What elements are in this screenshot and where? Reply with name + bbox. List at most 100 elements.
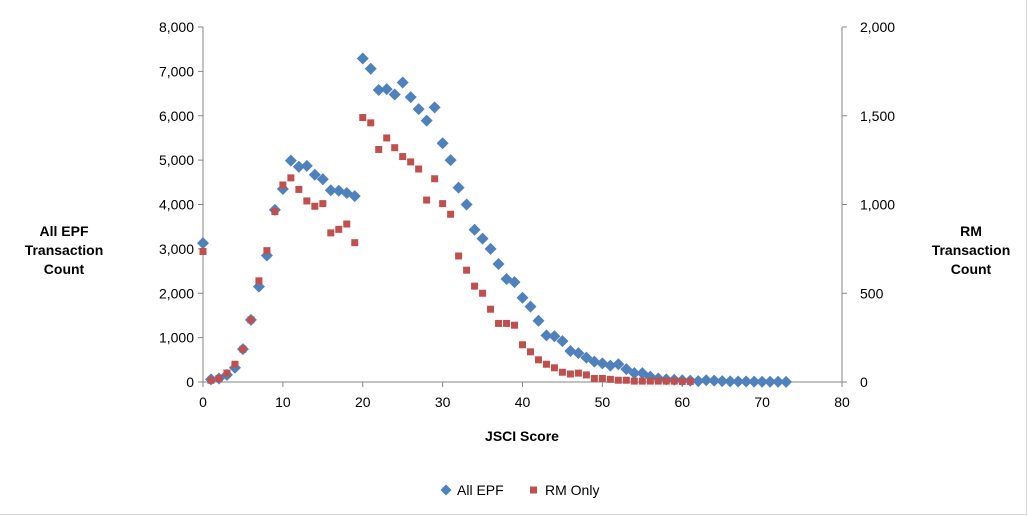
x-tick-label: 70 [754,394,770,410]
rm-only-point [471,283,478,290]
rm-only-point [559,369,566,376]
y-left-tick-label: 4,000 [159,197,194,213]
rm-only-point [647,378,654,385]
y-right-tick-label: 1,500 [860,108,895,124]
rm-only-point [223,370,230,377]
y-right-tick-label: 0 [860,374,868,390]
all-epf-point [413,103,425,115]
rm-only-point [303,197,310,204]
rm-only-point [335,226,342,233]
all-epf-point [445,154,457,166]
axes [198,27,847,387]
rm-only-point [463,267,470,274]
rm-only-point [239,346,246,353]
rm-only-point [415,166,422,173]
rm-only-point [231,361,238,368]
rm-only-point [599,375,606,382]
rm-only-point [687,378,694,385]
rm-only-point [399,153,406,160]
rm-only-point [631,378,638,385]
rm-only-point [255,277,262,284]
rm-only-point [591,375,598,382]
rm-only-point [455,252,462,259]
rm-only-point [535,356,542,363]
legend: All EPF RM Only [441,482,600,498]
x-tick-label: 40 [515,394,531,410]
y-right-tick-label: 2,000 [860,19,895,35]
y-left-tick-label: 0 [186,374,194,390]
rm-only-point [487,306,494,313]
all-epf-point [485,243,497,255]
rm-only-point [247,316,254,323]
y-left-tick-label: 2,000 [159,285,194,301]
rm-only-point [511,322,518,329]
rm-only-point [663,378,670,385]
rm-only-point [583,371,590,378]
rm-only-point [375,146,382,153]
y-left-tick-label: 3,000 [159,241,194,257]
all-epf-point [469,224,481,236]
all-epf-point [453,182,465,194]
rm-only-point [295,186,302,193]
x-tick-label: 10 [275,394,291,410]
series-rm-only [200,114,694,385]
rm-only-point [407,158,414,165]
rm-only-point [655,378,662,385]
all-epf-point [437,137,449,149]
rm-only-point [543,361,550,368]
rm-only-point [567,371,574,378]
y-left-tick-label: 7,000 [159,63,194,79]
rm-only-point [319,200,326,207]
rm-only-point [287,174,294,181]
all-epf-point [197,237,209,249]
all-epf-point [365,63,377,75]
rm-only-point [679,378,686,385]
rm-only-point [479,290,486,297]
rm-only-point [367,119,374,126]
rm-only-point [575,370,582,377]
all-epf-point [357,53,369,65]
all-epf-point [780,376,792,388]
x-axis-title: JSCI Score [485,428,559,444]
rm-only-point [615,377,622,384]
all-epf-point [517,292,529,304]
y-left-tick-label: 1,000 [159,330,194,346]
x-tick-label: 30 [435,394,451,410]
rm-only-point [551,364,558,371]
y-right-tick-label: 500 [860,285,884,301]
rm-only-point [359,114,366,121]
rm-only-point [439,200,446,207]
rm-only-point [200,248,207,255]
x-tick-label: 50 [595,394,611,410]
rm-only-point [623,377,630,384]
rm-only-point [423,197,430,204]
y-left-tick-label: 5,000 [159,152,194,168]
rm-only-point [671,378,678,385]
all-epf-point [301,160,313,172]
rm-only-point [351,239,358,246]
rm-only-point [639,378,646,385]
rm-only-point [343,221,350,228]
rm-only-point [527,348,534,355]
all-epf-point [461,199,473,211]
legend-rm-only-marker [530,487,537,494]
rm-only-point [327,229,334,236]
all-epf-point [524,301,536,313]
x-tick-label: 20 [355,394,371,410]
legend-rm-only-label: RM Only [545,482,599,498]
legend-all-epf-marker [441,485,452,496]
rm-only-point [383,134,390,141]
y-left-tick-label: 8,000 [159,19,194,35]
rm-only-point [447,211,454,218]
rm-only-point [391,144,398,151]
rm-only-point [215,375,222,382]
y-right-tick-label: 1,000 [860,197,895,213]
all-epf-point [477,233,489,245]
x-tick-label: 60 [674,394,690,410]
rm-only-point [607,376,614,383]
all-epf-point [421,115,433,127]
rm-only-point [311,203,318,210]
all-epf-point [405,91,417,103]
rm-only-point [271,208,278,215]
